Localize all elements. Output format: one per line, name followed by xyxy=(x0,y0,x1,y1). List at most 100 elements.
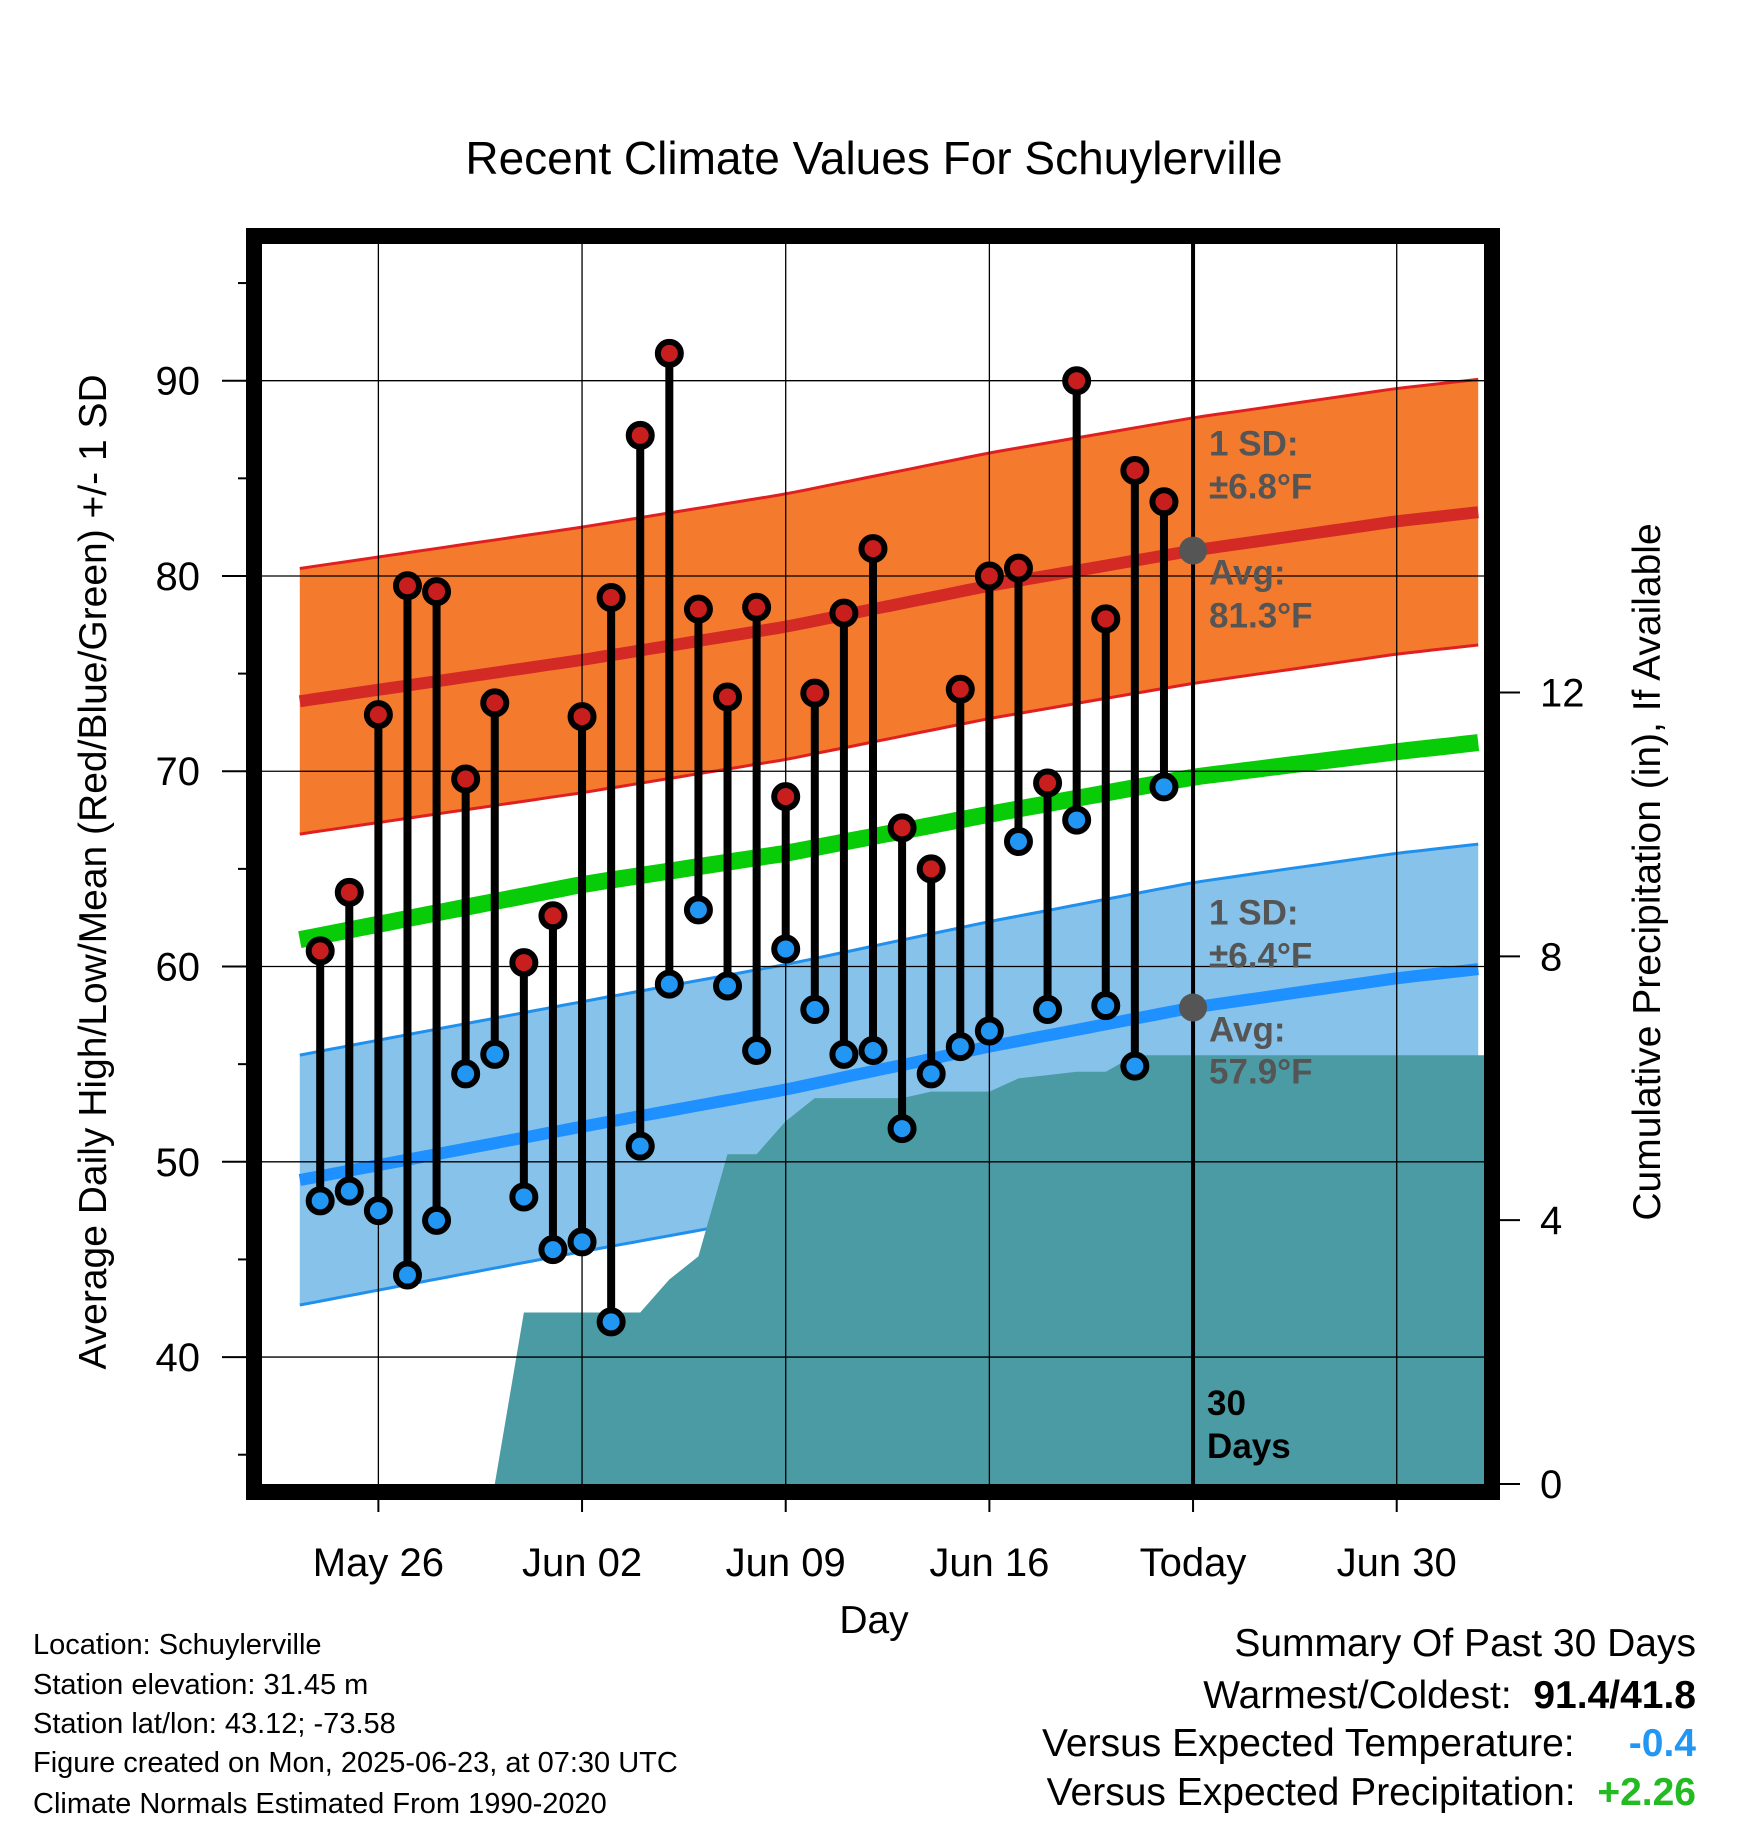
created-text: Figure created on Mon, 2025-06-23, at 07… xyxy=(33,1747,678,1779)
today-high-avg-marker xyxy=(1179,536,1208,565)
high-point xyxy=(392,571,422,601)
high-point xyxy=(334,877,364,907)
y2-tick-label: 4 xyxy=(1540,1199,1562,1243)
high-point xyxy=(363,700,393,730)
low-point xyxy=(1003,827,1033,857)
temp-label: Versus Expected Temperature: xyxy=(1042,1722,1575,1765)
low-point xyxy=(596,1307,626,1337)
y-tick-label: 40 xyxy=(156,1336,201,1380)
low-point xyxy=(451,1059,481,1089)
y-tick-label: 80 xyxy=(156,555,201,599)
low-point xyxy=(974,1016,1004,1046)
summary-temp: Versus Expected Temperature: -0.4 xyxy=(1042,1722,1696,1766)
high-point xyxy=(974,561,1004,591)
high-point xyxy=(451,764,481,794)
x-tick-label: Jun 16 xyxy=(929,1541,1049,1585)
low-point xyxy=(305,1186,335,1216)
x-tick-label: May 26 xyxy=(313,1541,444,1585)
warm-cold-label: Warmest/Coldest: xyxy=(1203,1674,1512,1717)
y2-axis-label: Cumulative Precipitation (in), If Availa… xyxy=(1626,523,1669,1220)
low-point xyxy=(858,1035,888,1065)
high-point xyxy=(887,813,917,843)
low-point xyxy=(1149,772,1179,802)
high-point xyxy=(829,598,859,628)
low-point xyxy=(363,1196,393,1226)
y-tick-label: 70 xyxy=(156,750,201,794)
high-normal-line xyxy=(298,506,1479,708)
low-point xyxy=(422,1205,452,1235)
high-point xyxy=(916,854,946,884)
low-point xyxy=(916,1059,946,1089)
high-point xyxy=(858,534,888,564)
chart-title: Recent Climate Values For Schuylerville xyxy=(465,132,1282,184)
low-point xyxy=(1062,805,1092,835)
high-normal-upper-edge xyxy=(299,377,1479,570)
low-sd-label: 1 SD: xyxy=(1209,894,1298,933)
high-point xyxy=(1062,366,1092,396)
high-point xyxy=(713,682,743,712)
x-tick-label: Jun 09 xyxy=(726,1541,846,1585)
high-point xyxy=(1033,768,1063,798)
high-point xyxy=(625,420,655,450)
summary-heading: Summary Of Past 30 Days xyxy=(1234,1622,1696,1665)
x-tick-label: Jun 02 xyxy=(522,1541,642,1585)
high-point xyxy=(800,678,830,708)
low-sd-value: ±6.4°F xyxy=(1209,937,1312,976)
x-axis-label: Day xyxy=(839,1599,909,1642)
high-point xyxy=(683,594,713,624)
high-point xyxy=(1091,604,1121,634)
low-point xyxy=(1091,991,1121,1021)
high-point xyxy=(567,702,597,732)
high-point xyxy=(422,577,452,607)
high-point xyxy=(1149,487,1179,517)
y-axis-label: Average Daily High/Low/Mean (Red/Blue/Gr… xyxy=(72,374,115,1369)
days-count-label: 30 xyxy=(1207,1384,1246,1423)
low-point xyxy=(480,1039,510,1069)
precip-area xyxy=(465,1055,1484,1484)
high-point xyxy=(771,782,801,812)
low-point xyxy=(567,1227,597,1257)
y-tick-label: 50 xyxy=(156,1141,201,1185)
low-point xyxy=(771,934,801,964)
axes: 40 50 60 70 80 90 0 4 8 12 May 26 Jun 02 Jun 09 Jun 1… xyxy=(156,228,1585,1585)
y-tick-label: 90 xyxy=(156,360,201,404)
high-avg-value: 81.3°F xyxy=(1209,597,1313,636)
precip-label: Versus Expected Precipitation: xyxy=(1046,1771,1576,1814)
low-point xyxy=(742,1035,772,1065)
high-point xyxy=(1003,553,1033,583)
low-point xyxy=(829,1039,859,1069)
low-point xyxy=(625,1131,655,1161)
y2-tick-label: 0 xyxy=(1540,1463,1562,1507)
warm-cold-value: 91.4/41.8 xyxy=(1533,1674,1696,1717)
x-tick-label: Jun 30 xyxy=(1337,1541,1457,1585)
low-avg-label: Avg: xyxy=(1209,1011,1285,1050)
today-low-avg-marker xyxy=(1179,993,1208,1022)
low-normal-band xyxy=(299,844,1479,1305)
high-point xyxy=(305,936,335,966)
high-point xyxy=(945,674,975,704)
high-point xyxy=(596,582,626,612)
high-point xyxy=(1120,456,1150,486)
summary-warm-cold: Warmest/Coldest: 91.4/41.8 xyxy=(1203,1674,1696,1718)
x-tick-label: Today xyxy=(1140,1541,1247,1585)
high-sd-value: ±6.8°F xyxy=(1209,468,1312,507)
low-point xyxy=(683,895,713,925)
y2-tick-label: 8 xyxy=(1540,935,1562,979)
low-normal-line xyxy=(298,963,1479,1186)
low-point xyxy=(1120,1051,1150,1081)
low-point xyxy=(538,1235,568,1265)
low-point xyxy=(509,1182,539,1212)
y-tick-label: 60 xyxy=(156,946,201,990)
location-text: Location: Schuylerville xyxy=(33,1629,322,1661)
high-point xyxy=(509,948,539,978)
days-text-label: Days xyxy=(1207,1427,1291,1466)
low-point xyxy=(334,1176,364,1206)
low-point xyxy=(392,1260,422,1290)
low-point xyxy=(713,971,743,1001)
low-point xyxy=(1033,994,1063,1024)
temp-value: -0.4 xyxy=(1628,1722,1696,1765)
high-point xyxy=(538,901,568,931)
low-avg-value: 57.9°F xyxy=(1209,1053,1313,1092)
low-point xyxy=(654,969,684,999)
